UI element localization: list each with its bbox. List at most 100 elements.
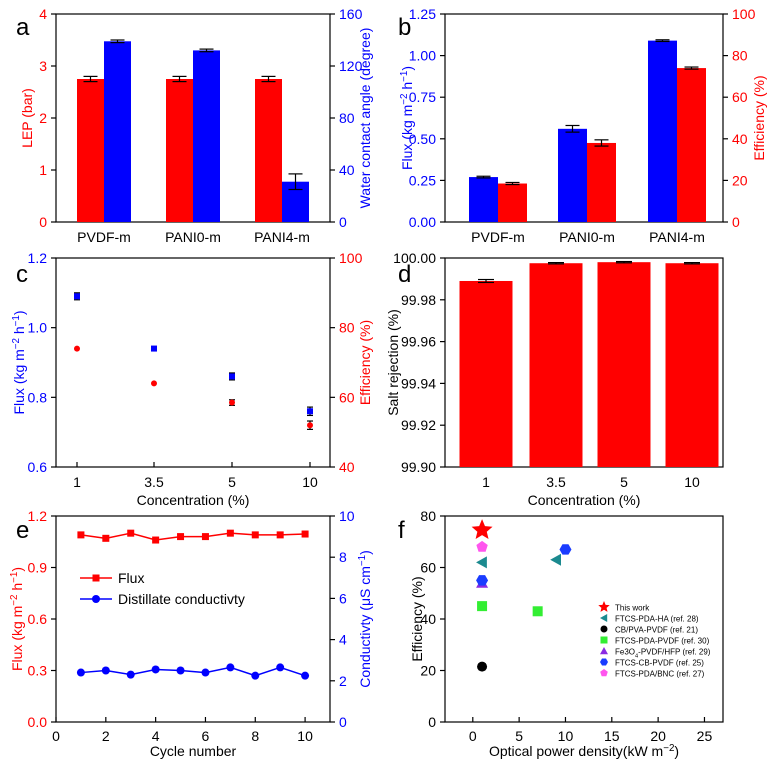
efficiency-point xyxy=(229,399,235,406)
x-tick-label: 4 xyxy=(152,728,160,744)
x-tick-label: PANI0-m xyxy=(559,229,615,245)
panel-c: c 0.6 0.8 1.0 1.2 Flux (kg m−2 h−1) 40 60 80 100 E… xyxy=(11,250,374,508)
x-tick-label: 10 xyxy=(297,728,313,744)
flux-point xyxy=(251,531,259,539)
efficiency-point xyxy=(151,380,157,387)
y-axis-title: Efficiency (%) xyxy=(357,320,373,405)
bar-salt-rejection xyxy=(597,262,651,467)
y-tick-label: 0 xyxy=(428,714,436,730)
y-tick-label: 20 xyxy=(420,663,436,679)
conductivity-point xyxy=(276,663,285,672)
x-tick-label: 5 xyxy=(620,474,628,490)
data-point xyxy=(471,519,493,540)
bar-efficiency xyxy=(587,142,616,222)
conductivity-point xyxy=(201,668,210,677)
y-tick-label: 100.00 xyxy=(393,250,436,266)
flux-point xyxy=(127,529,135,537)
legend-marker xyxy=(598,601,610,612)
y-tick-label: 1.0 xyxy=(28,320,48,336)
legend-label: FTCS-PDA-HA (ref. 28) xyxy=(615,615,699,624)
x-tick-label: PANI4-m xyxy=(254,229,310,245)
y-axis-title: Efficiency (%) xyxy=(409,576,425,661)
bar-contact-angle xyxy=(193,50,220,223)
legend: Flux Distillate conductivty xyxy=(80,570,245,607)
x-axis-title: Concentration (%) xyxy=(137,492,250,508)
bar-lep xyxy=(166,79,193,222)
x-tick-label: 10 xyxy=(684,474,700,490)
y-tick-label: 0.50 xyxy=(409,131,436,147)
x-tick-label: 0 xyxy=(52,728,60,744)
x-tick-label: 15 xyxy=(604,728,620,744)
legend-label: FTCS-PDA/BNC (ref. 27) xyxy=(615,670,705,679)
y-tick-label: 99.94 xyxy=(401,375,436,391)
y-tick-label: 0.8 xyxy=(28,389,48,405)
bar-salt-rejection xyxy=(665,263,719,467)
panel-f: f 0 20 40 60 80 Efficiency (%) 0 5 10 15 20 25 Optica… xyxy=(398,508,724,759)
legend-marker xyxy=(92,574,100,582)
y-tick-label: 0.75 xyxy=(409,89,436,105)
panel-b: b 0.00 0.25 0.50 0.75 1.00 1.25 Flux (kg m−2 h−… xyxy=(398,6,767,245)
flux-point xyxy=(74,293,80,300)
legend-label: FTCS-CB-PVDF (ref. 25) xyxy=(615,659,704,668)
legend-marker xyxy=(92,595,100,603)
y-tick-label: 0.00 xyxy=(409,214,436,230)
x-tick-label: 20 xyxy=(650,728,666,744)
plot-frame xyxy=(444,257,724,468)
y-tick-label: 0 xyxy=(339,214,347,230)
efficiency-point xyxy=(307,422,313,429)
y-tick-label: 99.98 xyxy=(401,292,436,308)
conductivity-point xyxy=(251,671,260,680)
y-tick-label: 40 xyxy=(339,162,355,178)
y-tick-label: 100 xyxy=(339,250,363,266)
x-tick-label: 2 xyxy=(102,728,110,744)
panel-label: f xyxy=(398,517,405,544)
flux-point xyxy=(102,534,110,542)
y-axis-title: Efficiency (%) xyxy=(751,75,767,160)
y-tick-label: 3 xyxy=(39,58,47,74)
legend-marker xyxy=(600,614,608,622)
y-tick-label: 4 xyxy=(339,632,347,648)
panel-e: e 0.0 0.3 0.6 0.9 1.2 Flux (kg m−2 h−1) 0 2 4 6 8 10… xyxy=(9,508,374,759)
flux-point xyxy=(201,533,209,541)
conductivity-point xyxy=(176,666,185,675)
y-tick-label: 4 xyxy=(39,6,47,22)
x-tick-label: PVDF-m xyxy=(471,229,525,245)
y-tick-label: 8 xyxy=(339,549,347,565)
data-point xyxy=(477,661,488,672)
legend: This work FTCS-PDA-HA (ref. 28) CB/PVA-PVD… xyxy=(598,601,711,679)
y-tick-label: 0.3 xyxy=(28,663,48,679)
data-point xyxy=(476,556,487,569)
y-tick-label: 2 xyxy=(339,673,347,689)
efficiency-point xyxy=(74,345,80,352)
y-tick-label: 80 xyxy=(339,320,355,336)
y-tick-label: 80 xyxy=(732,48,748,64)
x-tick-label: 5 xyxy=(515,728,523,744)
x-tick-label: 1 xyxy=(73,474,81,490)
legend-marker xyxy=(600,636,608,644)
bar-contact-angle xyxy=(104,41,131,222)
y-tick-label: 10 xyxy=(339,508,355,524)
x-tick-label: 1 xyxy=(482,474,490,490)
x-tick-label: 25 xyxy=(697,728,713,744)
conductivity-line xyxy=(80,666,306,677)
bar-flux xyxy=(648,40,677,223)
panel-label: a xyxy=(16,14,30,41)
y-tick-label: 160 xyxy=(339,6,363,22)
data-point xyxy=(550,553,561,566)
y-tick-label: 20 xyxy=(732,172,748,188)
flux-point xyxy=(226,529,234,537)
y-tick-label: 100 xyxy=(732,6,756,22)
flux-point xyxy=(77,531,85,539)
flux-point xyxy=(307,408,313,415)
panel-label: d xyxy=(398,261,411,288)
y-tick-label: 0.6 xyxy=(28,459,48,475)
y-tick-label: 0.6 xyxy=(28,611,48,627)
x-tick-label: PANI0-m xyxy=(165,229,221,245)
y-axis-title: Flux (kg m−2 h−1) xyxy=(9,567,26,671)
data-point xyxy=(476,575,489,586)
bar-efficiency xyxy=(498,183,527,222)
y-tick-label: 80 xyxy=(420,508,436,524)
flux-point xyxy=(301,530,309,538)
y-axis-title: Conductivty (μS cm−1) xyxy=(357,550,374,688)
